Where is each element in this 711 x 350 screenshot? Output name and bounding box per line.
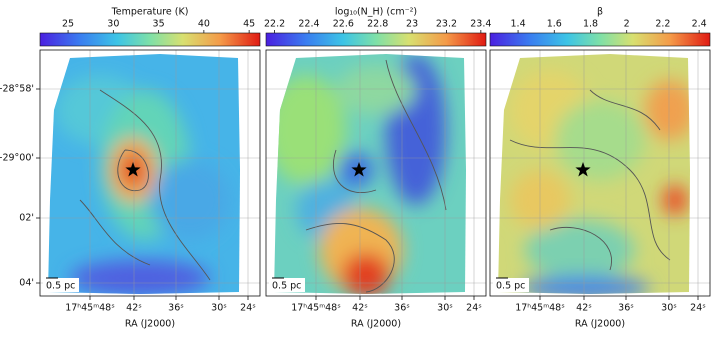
colorbar-tick-label: 2.4 bbox=[692, 19, 707, 30]
scale-bar-box bbox=[269, 278, 305, 292]
contour bbox=[589, 89, 661, 131]
colorbar-tick-label: 2 bbox=[624, 19, 630, 30]
star-marker bbox=[575, 162, 591, 177]
colorbar bbox=[39, 32, 261, 47]
map-blob bbox=[336, 65, 416, 115]
colorbar-tick-label: 1.8 bbox=[583, 19, 598, 30]
colorbar-tick-label: 23.2 bbox=[436, 19, 457, 30]
x-axis-label: RA (J2000) bbox=[125, 319, 175, 330]
colorbar-tick-label: 22.6 bbox=[333, 19, 354, 30]
panel-frame bbox=[265, 49, 487, 297]
x-tick-label: 30ˢ bbox=[661, 303, 677, 314]
contour bbox=[332, 149, 377, 194]
y-tick-label: -28°58' bbox=[0, 84, 34, 95]
map bbox=[48, 54, 240, 294]
colorbar-tick-label: 22.4 bbox=[298, 19, 319, 30]
map-blob bbox=[274, 75, 346, 185]
colorbar-label: Temperature (K) bbox=[111, 7, 189, 18]
map-blob bbox=[645, 80, 690, 140]
x-tick-label: 36ˢ bbox=[394, 303, 410, 314]
map-blobs bbox=[274, 55, 446, 294]
scale-bar-box bbox=[43, 278, 79, 292]
colorbar-tick-label: 22.8 bbox=[367, 19, 388, 30]
map bbox=[498, 54, 690, 294]
x-tick-label: 30ˢ bbox=[437, 303, 453, 314]
scale-bar-label: 0.5 pc bbox=[496, 281, 525, 292]
contour bbox=[117, 149, 149, 192]
y-tick-label: 04' bbox=[19, 278, 34, 289]
y-tick-label: -29°00' bbox=[0, 153, 34, 164]
x-tick-label: 42ˢ bbox=[576, 303, 592, 314]
map-blob bbox=[70, 260, 210, 294]
x-tick-label: 36ˢ bbox=[618, 303, 634, 314]
colorbar bbox=[489, 32, 711, 47]
x-tick-label: 36ˢ bbox=[168, 303, 184, 314]
panel-frame bbox=[489, 49, 711, 297]
contour bbox=[99, 89, 211, 281]
x-tick-label: 17ʰ45ᵐ48ˢ bbox=[65, 303, 115, 314]
colorbar-tick-label: 40 bbox=[198, 19, 210, 30]
colorbar-tick-label: 25 bbox=[62, 19, 74, 30]
colorbar-tick-label: 1.6 bbox=[547, 19, 562, 30]
x-tick-label: 24ˢ bbox=[466, 303, 482, 314]
colorbar-label: β bbox=[597, 7, 603, 18]
colorbar bbox=[265, 32, 487, 47]
x-tick-label: 24ˢ bbox=[240, 303, 256, 314]
map-blob bbox=[150, 160, 230, 240]
panel: 0.5 pc 17ʰ45ᵐ48ˢ 42ˢ 36ˢ 30ˢ 24ˢ RA (J2000) 22.… bbox=[264, 7, 491, 330]
scale-bar-box bbox=[493, 278, 529, 292]
colorbar-tick-label: 30 bbox=[107, 19, 119, 30]
map-blob bbox=[520, 276, 650, 294]
contour bbox=[385, 59, 447, 211]
scale-bar-label: 0.5 pc bbox=[272, 281, 301, 292]
map-blob bbox=[342, 253, 390, 294]
panel-frame bbox=[39, 49, 261, 297]
star-marker bbox=[125, 162, 141, 177]
x-tick-label: 17ʰ45ᵐ48ˢ bbox=[515, 303, 565, 314]
colorbar-tick-label: 22.2 bbox=[264, 19, 285, 30]
colorbar-tick-label: 23 bbox=[406, 19, 418, 30]
scale-bar-label: 0.5 pc bbox=[46, 281, 75, 292]
map-blob bbox=[555, 100, 645, 180]
panel: 0.5 pc 17ʰ45ᵐ48ˢ 42ˢ 36ˢ 30ˢ 24ˢ RA (J2000) -28… bbox=[0, 7, 261, 330]
y-tick-label: 02' bbox=[19, 213, 34, 224]
colorbar-tick-label: 35 bbox=[153, 19, 165, 30]
star-marker bbox=[351, 162, 367, 177]
colorbar-tick-label: 23.4 bbox=[470, 19, 491, 30]
map bbox=[274, 54, 466, 294]
x-axis-label: RA (J2000) bbox=[351, 319, 401, 330]
map-blob bbox=[663, 185, 687, 215]
contour bbox=[305, 222, 395, 293]
colorbar-tick-label: 2.2 bbox=[655, 19, 670, 30]
x-tick-label: 42ˢ bbox=[352, 303, 368, 314]
x-axis-label: RA (J2000) bbox=[575, 319, 625, 330]
colorbar-label: log₁₀(N_H) (cm⁻²) bbox=[335, 7, 417, 18]
colorbar-tick-label: 45 bbox=[243, 19, 255, 30]
contour bbox=[509, 139, 671, 261]
x-tick-label: 42ˢ bbox=[126, 303, 142, 314]
panel: 0.5 pc 17ʰ45ᵐ48ˢ 42ˢ 36ˢ 30ˢ 24ˢ RA (J2000) 1.4… bbox=[489, 7, 711, 330]
x-tick-label: 24ˢ bbox=[690, 303, 706, 314]
colorbar-tick-label: 1.4 bbox=[511, 19, 526, 30]
contour bbox=[79, 199, 151, 266]
map-blob bbox=[525, 220, 635, 280]
x-tick-label: 17ʰ45ᵐ48ˢ bbox=[291, 303, 341, 314]
x-tick-label: 30ˢ bbox=[211, 303, 227, 314]
contour bbox=[549, 226, 612, 271]
